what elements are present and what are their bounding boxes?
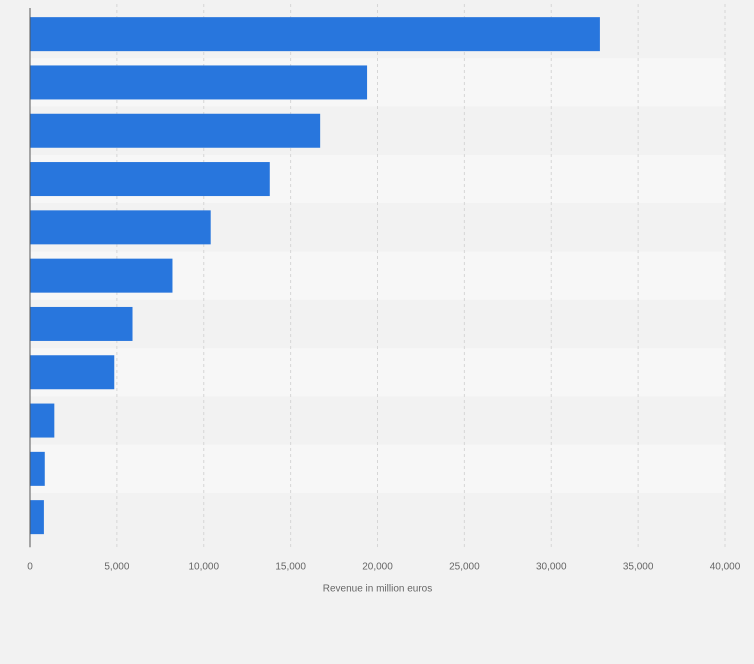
bar xyxy=(30,306,133,341)
bar xyxy=(30,210,211,245)
bar xyxy=(30,500,44,535)
bar xyxy=(30,65,368,100)
bar xyxy=(30,258,173,293)
bar xyxy=(30,17,600,52)
bar xyxy=(30,162,270,197)
bar xyxy=(30,113,321,148)
x-tick-label: 30,000 xyxy=(536,561,567,572)
bar xyxy=(30,451,45,486)
x-tick-label: 35,000 xyxy=(623,561,654,572)
x-tick-label: 10,000 xyxy=(188,561,219,572)
x-tick-label: 20,000 xyxy=(362,561,393,572)
x-axis-tick-labels: 0 5,000 10,000 15,000 20,000 25,000 30,000 35,0… xyxy=(27,561,741,572)
bars xyxy=(30,17,600,535)
x-tick-label: 0 xyxy=(27,561,33,572)
x-tick-label: 5,000 xyxy=(104,561,129,572)
bar xyxy=(30,355,115,390)
x-tick-label: 40,000 xyxy=(710,561,741,572)
x-axis-title: Revenue in million euros xyxy=(323,583,433,594)
x-tick-label: 25,000 xyxy=(449,561,480,572)
x-tick-label: 15,000 xyxy=(275,561,306,572)
bar xyxy=(30,403,55,438)
